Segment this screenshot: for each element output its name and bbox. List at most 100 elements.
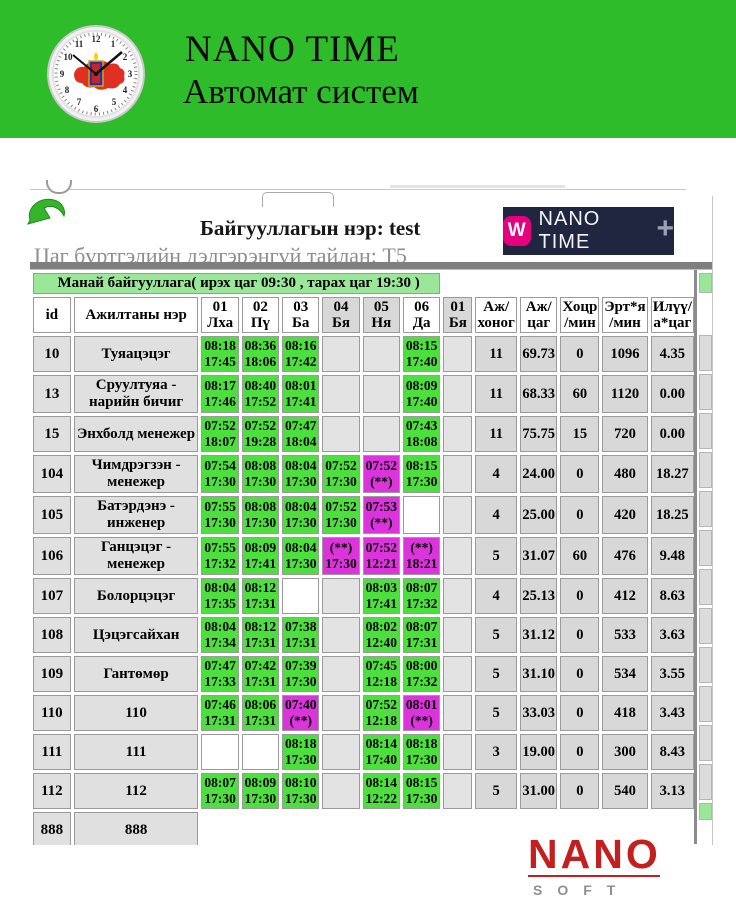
day-time-cell: 08:03 17:41 xyxy=(362,578,400,614)
day-time-cell: 08:04 17:30 xyxy=(282,496,320,534)
summary-cell: 0 xyxy=(560,496,600,534)
employee-name-cell: Сруултуяа - нарийн бичиг xyxy=(73,375,199,413)
clipped-next-column xyxy=(699,270,712,844)
employee-id-cell: 107 xyxy=(33,578,71,614)
table-row: 15 Энхболд менежер 07:52 18:07 07:52 19:28 07:… xyxy=(33,416,694,452)
day-time-cell: 07:53 (**) xyxy=(362,496,400,534)
day-time-cell xyxy=(443,695,473,731)
nanosoft-logo-line xyxy=(528,875,660,877)
day-time-cell: 07:52 17:30 xyxy=(322,496,360,534)
day-time-cell xyxy=(402,496,441,534)
table-scroll-divider[interactable] xyxy=(694,270,697,844)
table-row: 888 888 xyxy=(33,812,694,845)
day-time-cell: 08:01 (**) xyxy=(402,695,441,731)
day-time-cell xyxy=(362,416,400,452)
employee-id-cell: 10 xyxy=(33,336,71,372)
day-time-cell: 08:09 17:41 xyxy=(241,537,280,575)
day-time-cell xyxy=(443,656,473,692)
day-time-cell: 08:18 17:30 xyxy=(402,734,441,770)
summary-cell: 420 xyxy=(602,496,648,534)
column-header-day: 01 Бя xyxy=(443,297,473,333)
svg-text:9: 9 xyxy=(60,69,65,79)
day-time-cell: 08:36 18:06 xyxy=(241,336,280,372)
frame-right-border xyxy=(712,196,713,845)
summary-cell: 0 xyxy=(560,773,600,809)
summary-cell: 540 xyxy=(602,773,648,809)
day-time-cell: 08:14 17:40 xyxy=(362,734,400,770)
day-time-cell: 08:04 17:35 xyxy=(201,578,239,614)
day-time-cell: 08:12 17:31 xyxy=(241,617,280,653)
day-time-cell xyxy=(241,734,280,770)
back-arrow-icon[interactable] xyxy=(24,190,68,238)
employee-name-cell: Цэцэгсайхан xyxy=(73,617,199,653)
table-row: 105 Батэрдэнэ - инженер 07:55 17:30 08:08 17:… xyxy=(33,496,694,534)
summary-cell: 69.73 xyxy=(519,336,558,372)
day-time-cell: 08:04 17:34 xyxy=(201,617,239,653)
day-time-cell: 07:52 17:30 xyxy=(322,455,360,493)
organization-name-label: Байгууллагын нэр: test xyxy=(200,216,421,240)
day-time-cell: 08:04 17:30 xyxy=(282,455,320,493)
summary-cell: 19.00 xyxy=(519,734,558,770)
summary-cell: 3 xyxy=(475,734,517,770)
column-header-day: 05 Ня xyxy=(362,297,400,333)
day-time-cell xyxy=(322,695,360,731)
clipped-cell xyxy=(699,335,712,371)
day-time-cell: 07:47 17:33 xyxy=(201,656,239,692)
column-header-sum: Эрт*я/мин xyxy=(602,297,648,333)
day-time-cell xyxy=(322,336,360,372)
day-time-cell: 07:43 18:08 xyxy=(402,416,441,452)
clipped-cell xyxy=(699,452,712,488)
day-time-cell: (**) 17:30 xyxy=(322,537,360,575)
svg-text:6: 6 xyxy=(94,104,99,114)
day-time-cell xyxy=(322,734,360,770)
summary-cell: 31.00 xyxy=(519,773,558,809)
summary-cell: 3.55 xyxy=(650,656,694,692)
day-time-cell xyxy=(322,416,360,452)
column-header-sum: Аж/цаг xyxy=(519,297,558,333)
clipped-cell xyxy=(699,803,712,820)
svg-text:7: 7 xyxy=(77,97,82,107)
clipped-cell xyxy=(699,725,712,761)
day-time-cell xyxy=(443,416,473,452)
summary-cell: 5 xyxy=(475,617,517,653)
day-time-cell: 08:08 17:30 xyxy=(241,496,280,534)
summary-cell: 476 xyxy=(602,537,648,575)
horizontal-scrollbar[interactable] xyxy=(30,262,712,270)
day-time-cell xyxy=(362,336,400,372)
day-time-cell: 08:18 17:30 xyxy=(282,734,320,770)
summary-cell: 480 xyxy=(602,455,648,493)
summary-cell: 0 xyxy=(560,336,600,372)
summary-cell: 4 xyxy=(475,578,517,614)
company-banner-cell: Манай байгууллага( ирэх цаг 09:30 , тара… xyxy=(33,273,441,294)
day-time-cell: 07:52 19:28 xyxy=(241,416,280,452)
table-row: 109 Гантөмөр 07:47 17:33 07:42 17:31 07:39 17:3… xyxy=(33,656,694,692)
nanosoft-logo: NANO SOFT xyxy=(528,834,668,898)
day-time-cell: 08:15 17:40 xyxy=(402,336,441,372)
app-title: NANO TIME xyxy=(185,29,400,70)
column-header-day: 06 Да xyxy=(402,297,441,333)
employee-name-cell: 111 xyxy=(73,734,199,770)
day-time-cell: 07:54 17:30 xyxy=(201,455,239,493)
table-row: 104 Чимдрэгзэн - менежер 07:54 17:30 08:08 17… xyxy=(33,455,694,493)
summary-cell: 33.03 xyxy=(519,695,558,731)
summary-cell: 300 xyxy=(602,734,648,770)
summary-cell: 5 xyxy=(475,773,517,809)
employee-id-cell: 110 xyxy=(33,695,71,731)
day-time-cell: 08:02 12:40 xyxy=(362,617,400,653)
summary-cell: 31.12 xyxy=(519,617,558,653)
summary-cell: 0 xyxy=(560,656,600,692)
day-time-cell xyxy=(282,578,320,614)
table-row: 110 110 07:46 17:31 08:06 17:31 07:40 (**) 07:52… xyxy=(33,695,694,731)
clipped-cell xyxy=(699,530,712,566)
clipped-cell xyxy=(699,413,712,449)
column-header-day: 01 Лха xyxy=(201,297,239,333)
table-row: 107 Болорцэцэг 08:04 17:35 08:12 17:31 08:03 17… xyxy=(33,578,694,614)
day-time-cell xyxy=(443,455,473,493)
summary-cell: 4.35 xyxy=(650,336,694,372)
summary-cell: 8.63 xyxy=(650,578,694,614)
nano-time-button[interactable]: W NANO TIME + xyxy=(503,207,674,255)
summary-cell: 0 xyxy=(560,695,600,731)
day-time-cell: 08:40 17:52 xyxy=(241,375,280,413)
summary-cell: 0 xyxy=(560,578,600,614)
